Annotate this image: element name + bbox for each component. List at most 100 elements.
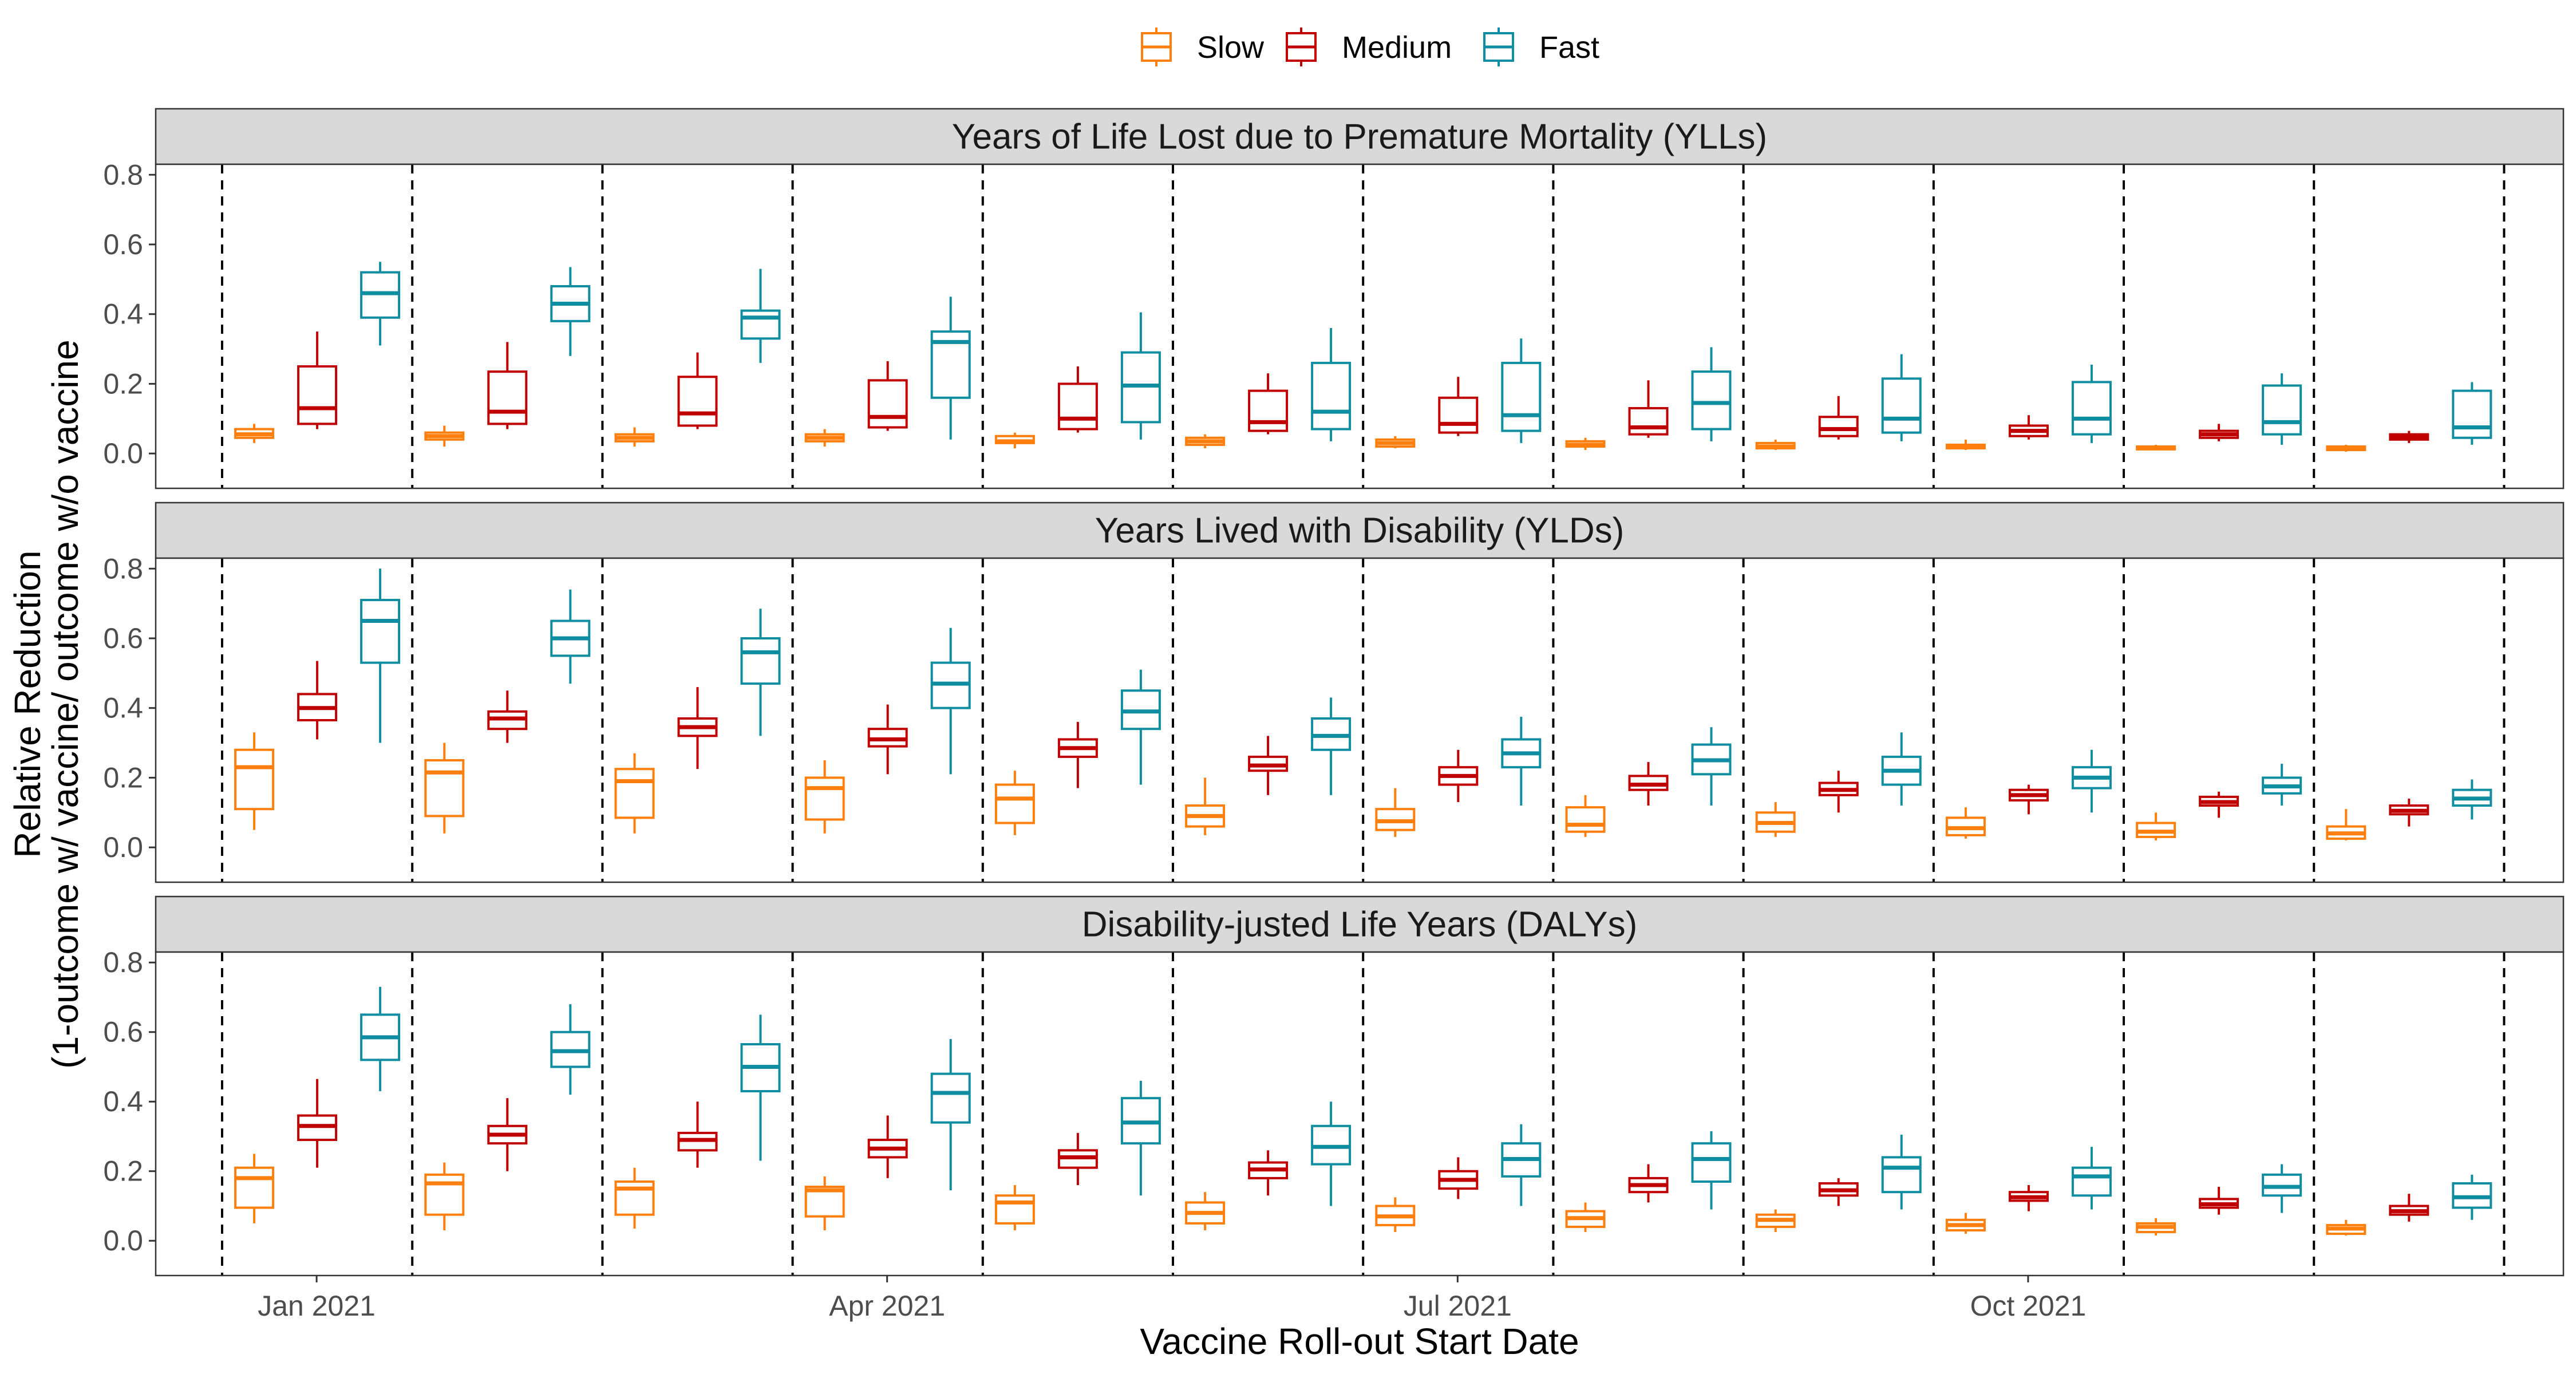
y-tick-label: 0.4: [103, 298, 143, 330]
box-medium: [867, 1115, 908, 1178]
panel-border: [155, 557, 2565, 883]
box-fast: [2071, 1147, 2112, 1210]
box-fast: [360, 262, 401, 346]
box-iqr: [2071, 381, 2112, 436]
panel-title: Disability-justed Life Years (DALYs): [1082, 905, 1638, 945]
box-medium: [1248, 373, 1289, 435]
box-medium: [1057, 722, 1098, 788]
box-medium: [677, 352, 718, 429]
box-fast: [740, 1014, 781, 1161]
plot-area: [156, 164, 2563, 488]
box-medium: [1438, 377, 1479, 436]
y-tick-label: 0.6: [103, 1016, 143, 1048]
y-axis-title-line-1: Relative Reduction: [7, 550, 48, 858]
box-slow: [234, 1154, 275, 1223]
box-fast: [1501, 716, 1542, 806]
legend-item-medium: Medium: [1286, 27, 1452, 66]
box-fast: [1501, 1124, 1542, 1206]
box-fast: [1691, 347, 1732, 441]
panel-1: Years of Life Lost due to Premature Mort…: [103, 108, 2565, 489]
box-fast: [1311, 697, 1352, 795]
box-medium: [2389, 431, 2429, 443]
y-tick-label: 0.4: [103, 1085, 143, 1118]
box-iqr: [2262, 384, 2302, 436]
box-fast: [550, 267, 591, 356]
box-fast: [360, 986, 401, 1092]
box-fast: [1311, 1101, 1352, 1206]
box-fast: [1881, 1134, 1922, 1210]
box-medium: [867, 361, 908, 431]
box-iqr: [867, 379, 908, 429]
y-tick-label: 0.4: [103, 692, 143, 724]
box-slow: [234, 732, 275, 830]
box-slow: [804, 429, 845, 447]
box-fast: [2071, 364, 2112, 443]
box-iqr: [2452, 389, 2492, 439]
box-iqr: [1691, 1142, 1732, 1183]
box-slow: [2326, 444, 2366, 452]
box-fast: [1501, 338, 1542, 443]
box-slow: [424, 743, 465, 834]
box-iqr: [1691, 370, 1732, 431]
panel-border: [155, 951, 2565, 1277]
box-medium: [1818, 1178, 1859, 1206]
box-medium: [867, 704, 908, 775]
box-slow: [1375, 436, 1416, 449]
box-iqr: [1438, 396, 1479, 434]
box-slow: [1755, 802, 1796, 837]
box-slow: [994, 1185, 1035, 1231]
box-fast: [2262, 1164, 2302, 1213]
box-iqr: [1628, 407, 1669, 436]
y-tick-label: 0.6: [103, 622, 143, 654]
box-slow: [614, 1167, 655, 1229]
panel-strip: [155, 502, 2565, 559]
y-tick-label: 0.8: [103, 159, 143, 191]
box-iqr: [677, 376, 718, 427]
box-slow: [2326, 809, 2366, 840]
box-iqr: [360, 599, 401, 664]
box-slow: [1185, 434, 1226, 449]
box-fast: [2452, 779, 2492, 820]
box-medium: [1057, 366, 1098, 433]
box-fast: [1881, 732, 1922, 806]
box-medium: [1438, 749, 1479, 803]
box-medium: [2199, 424, 2239, 441]
box-medium: [1628, 762, 1669, 806]
box-medium: [1628, 380, 1669, 438]
box-slow: [1375, 788, 1416, 837]
box-iqr: [1565, 806, 1606, 833]
box-fast: [740, 609, 781, 736]
box-medium: [677, 687, 718, 769]
box-fast: [360, 568, 401, 743]
box-medium: [1248, 1150, 1289, 1196]
legend-label: Medium: [1342, 30, 1452, 65]
box-iqr: [297, 365, 338, 425]
box-iqr: [1881, 377, 1922, 434]
panel-3: Disability-justed Life Years (DALYs) 0.0 0…: [103, 895, 2565, 1277]
y-tick-label: 0.6: [103, 228, 143, 260]
box-medium: [487, 342, 528, 429]
box-medium: [297, 661, 338, 740]
box-slow: [2326, 1219, 2366, 1236]
box-slow: [1565, 795, 1606, 837]
box-fast: [2262, 373, 2302, 445]
box-slow: [1375, 1197, 1416, 1233]
panel-border: [155, 163, 2565, 489]
y-tick-label: 0.2: [103, 368, 143, 400]
box-iqr: [740, 309, 781, 340]
panel-2: Years Lived with Disability (YLDs) 0.0 0.2…: [103, 502, 2565, 883]
x-tick-label: Oct 2021: [1970, 1290, 2086, 1322]
box-fast: [550, 1004, 591, 1095]
box-fast: [550, 589, 591, 684]
box-slow: [424, 425, 465, 447]
y-axis-title-line-2: (1-outcome w/ vaccine/ outcome w/o vacci…: [45, 339, 86, 1068]
box-medium: [297, 1079, 338, 1168]
y-tick-label: 0.0: [103, 831, 143, 863]
box-iqr: [234, 1166, 275, 1209]
box-iqr: [930, 1072, 971, 1124]
box-fast: [740, 269, 781, 363]
box-slow: [614, 427, 655, 447]
box-medium: [1248, 736, 1289, 795]
x-axis-title: Vaccine Roll-out Start Date: [1140, 1321, 1579, 1362]
box-slow: [2136, 1218, 2176, 1236]
